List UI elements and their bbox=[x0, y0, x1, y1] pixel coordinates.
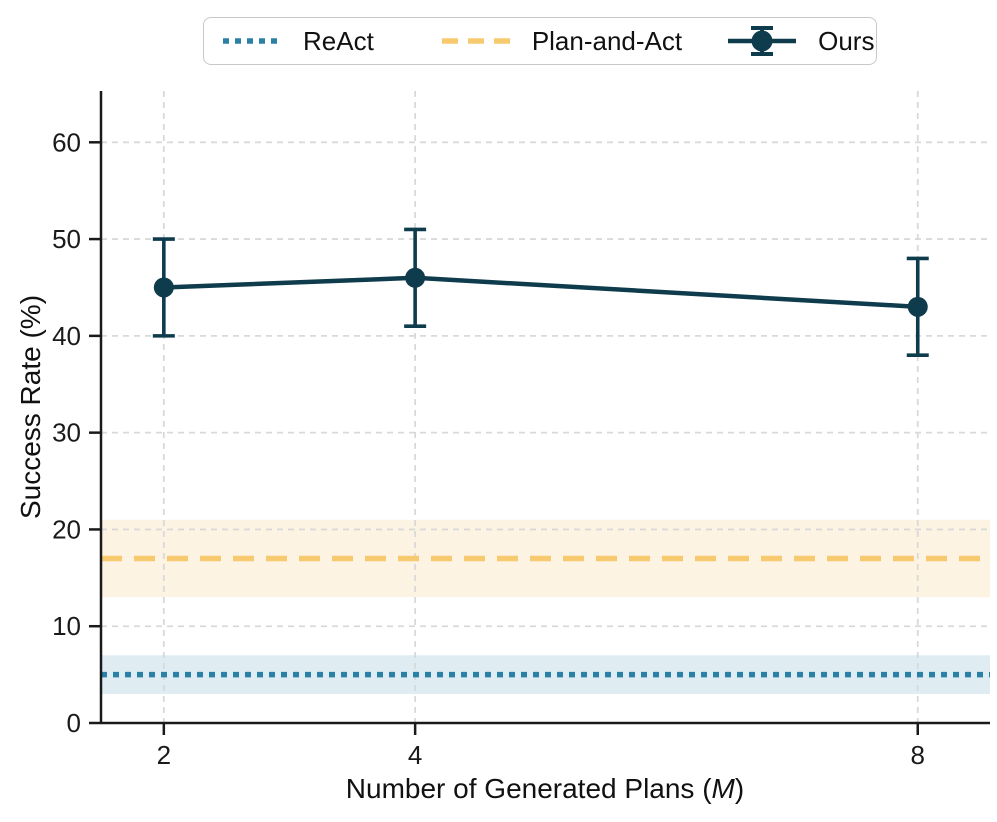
x-axis-label-close: ) bbox=[734, 773, 745, 804]
y-tick-label: 10 bbox=[52, 611, 81, 641]
react-dotted-line-icon bbox=[223, 38, 281, 44]
x-axis-label-variable: M bbox=[711, 773, 735, 804]
y-tick-label: 50 bbox=[52, 224, 81, 254]
y-tick-label: 0 bbox=[67, 708, 81, 738]
x-axis-label: Number of Generated Plans (M) bbox=[346, 773, 744, 805]
x-tick-label: 2 bbox=[157, 740, 171, 770]
legend-label-ours: Ours bbox=[818, 25, 875, 56]
chart-legend: ReAct Plan-and-Act Ours bbox=[203, 17, 877, 65]
x-tick-label: 8 bbox=[911, 740, 925, 770]
ours-errorbar-marker-icon bbox=[728, 26, 797, 56]
ours-marker bbox=[405, 267, 426, 288]
x-tick-label: 4 bbox=[408, 740, 422, 770]
plan-and-act-dashed-line-icon bbox=[441, 38, 510, 44]
legend-item-ours: Ours bbox=[728, 23, 874, 59]
y-tick-label: 30 bbox=[52, 418, 81, 448]
legend-label-plan-and-act: Plan-and-Act bbox=[531, 25, 683, 56]
legend-label-react: ReAct bbox=[303, 25, 374, 56]
ours-marker bbox=[907, 296, 928, 317]
legend-item-react: ReAct bbox=[223, 26, 374, 57]
y-tick-label: 60 bbox=[52, 127, 81, 157]
ours-marker bbox=[153, 277, 174, 298]
ours-line bbox=[163, 275, 918, 310]
y-tick-label: 40 bbox=[52, 321, 81, 351]
x-axis-label-text: Number of Generated Plans ( bbox=[345, 773, 712, 804]
y-tick-label: 20 bbox=[52, 514, 81, 544]
legend-item-plan-and-act: Plan-and-Act bbox=[441, 25, 683, 57]
y-axis-label: Success Rate (%) bbox=[15, 294, 46, 520]
